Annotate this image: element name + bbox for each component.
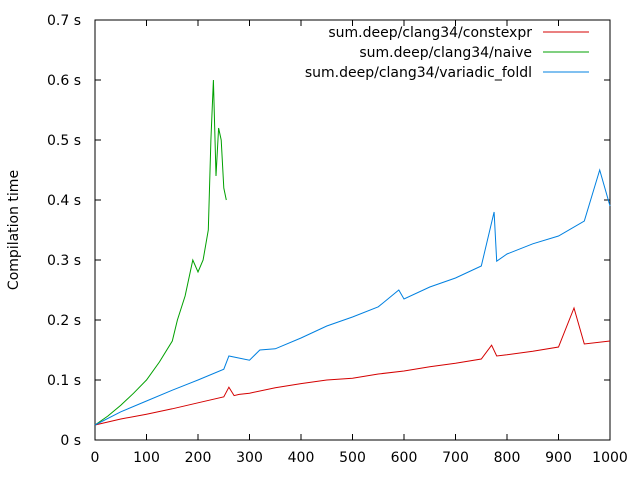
x-tick-label: 200	[185, 450, 212, 466]
x-tick-label: 600	[391, 450, 418, 466]
axis-ticks: 0 100 200 300 400 500 600 700 800 900 1000 0 s 0.1 s…	[47, 13, 628, 466]
legend: sum.deep/clang34/constexpr sum.deep/clang…	[305, 25, 589, 81]
legend-label-3: sum.deep/clang34/variadic_foldl	[305, 65, 532, 81]
series-line-3	[94, 168, 611, 426]
series-line-2	[94, 79, 227, 426]
series-line-1	[94, 306, 611, 426]
y-tick-label: 0.3 s	[47, 253, 81, 269]
x-tick-label: 100	[133, 450, 160, 466]
x-tick-label: 800	[494, 450, 521, 466]
x-tick-label: 400	[288, 450, 315, 466]
y-tick-label: 0.1 s	[47, 373, 81, 389]
series-layer	[94, 79, 611, 426]
x-tick-label: 900	[545, 450, 572, 466]
y-tick-label: 0.6 s	[47, 73, 81, 89]
y-axis-title: Compilation time	[6, 170, 22, 290]
legend-label-1: sum.deep/clang34/constexpr	[328, 25, 532, 41]
x-tick-label: 700	[442, 450, 469, 466]
x-tick-label: 0	[91, 450, 100, 466]
y-tick-label: 0.2 s	[47, 313, 81, 329]
y-tick-label: 0.7 s	[47, 13, 81, 29]
y-tick-label: 0 s	[60, 433, 81, 449]
legend-label-2: sum.deep/clang34/naive	[359, 45, 532, 61]
y-tick-label: 0.4 s	[47, 193, 81, 209]
y-tick-label: 0.5 s	[47, 133, 81, 149]
x-tick-label: 300	[236, 450, 263, 466]
x-tick-label: 1000	[592, 450, 628, 466]
x-tick-label: 500	[339, 450, 366, 466]
plot-frame	[94, 19, 611, 441]
